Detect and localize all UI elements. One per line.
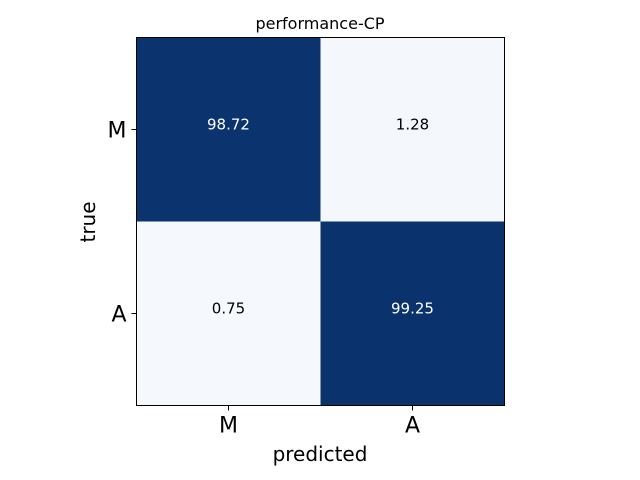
x-axis-label: predicted	[273, 442, 368, 466]
x-tick-label: M	[219, 414, 238, 439]
y-axis-ticks: MA	[108, 119, 137, 328]
cell-value-label: 0.75	[212, 300, 245, 318]
plot-frame	[136, 37, 505, 406]
heatmap-cell-a-m	[136, 221, 321, 406]
cell-value-label: 99.25	[391, 300, 434, 318]
heatmap-cell-m-m	[136, 37, 321, 222]
chart-title: performance-CP	[255, 14, 384, 33]
cell-value-labels: 98.72 1.28 0.75 99.25	[207, 116, 434, 318]
heatmap-cells	[136, 37, 505, 406]
cell-value-label: 1.28	[396, 116, 429, 134]
heatmap-cell-m-a	[320, 37, 505, 222]
y-tick-label: A	[111, 303, 126, 328]
y-axis-label: true	[76, 201, 100, 242]
cell-value-label: 98.72	[207, 116, 250, 134]
x-tick-label: A	[405, 414, 420, 439]
heatmap-cell-a-a	[320, 221, 505, 406]
y-tick-label: M	[108, 119, 127, 144]
